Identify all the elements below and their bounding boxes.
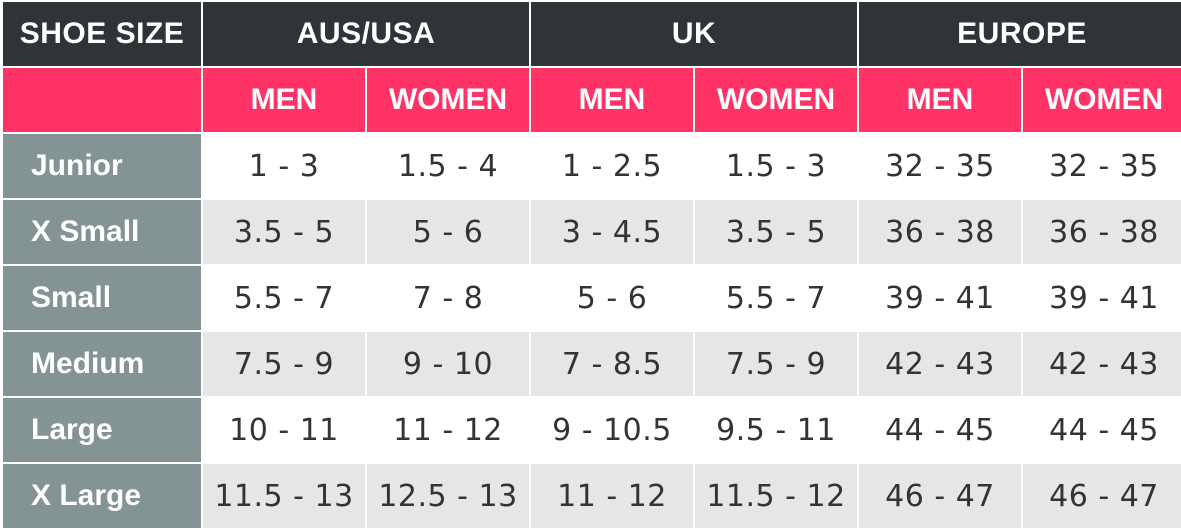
table-cell: 7.5 - 9 [203,332,365,396]
table-cell: 42 - 43 [859,332,1021,396]
table-cell: 9 - 10 [367,332,529,396]
table-cell: 11.5 - 12 [695,464,857,528]
table-cell: 36 - 38 [859,200,1021,264]
table-cell: 5 - 6 [531,266,693,330]
subheader-blank [3,68,201,132]
table-cell: 1.5 - 3 [695,134,857,198]
table-cell: 5 - 6 [367,200,529,264]
table-cell: 1 - 2.5 [531,134,693,198]
table-cell: 7.5 - 9 [695,332,857,396]
table-cell: 1.5 - 4 [367,134,529,198]
table-cell: 36 - 38 [1023,200,1181,264]
table-cell: 12.5 - 13 [367,464,529,528]
subheader-eu-women: WOMEN [1023,68,1181,132]
table-cell: 3 - 4.5 [531,200,693,264]
table-cell: 11 - 12 [531,464,693,528]
subheader-eu-men: MEN [859,68,1021,132]
table-cell: 46 - 47 [859,464,1021,528]
table-cell: 39 - 41 [859,266,1021,330]
table-cell: 9.5 - 11 [695,398,857,462]
table-cell: 11.5 - 13 [203,464,365,528]
header-shoe-size: SHOE SIZE [3,2,201,66]
row-label-medium: Medium [3,332,201,396]
table-cell: 39 - 41 [1023,266,1181,330]
subheader-aus-women: WOMEN [367,68,529,132]
header-aus-usa: AUS/USA [203,2,529,66]
table-cell: 11 - 12 [367,398,529,462]
table-cell: 42 - 43 [1023,332,1181,396]
row-label-x-small: X Small [3,200,201,264]
table-cell: 44 - 45 [1023,398,1181,462]
table-cell: 5.5 - 7 [203,266,365,330]
table-cell: 9 - 10.5 [531,398,693,462]
table-cell: 32 - 35 [1023,134,1181,198]
table-cell: 7 - 8.5 [531,332,693,396]
table-cell: 10 - 11 [203,398,365,462]
row-label-large: Large [3,398,201,462]
table-cell: 7 - 8 [367,266,529,330]
table-cell: 46 - 47 [1023,464,1181,528]
row-label-x-large: X Large [3,464,201,528]
table-cell: 44 - 45 [859,398,1021,462]
table-cell: 32 - 35 [859,134,1021,198]
subheader-uk-women: WOMEN [695,68,857,132]
subheader-aus-men: MEN [203,68,365,132]
subheader-uk-men: MEN [531,68,693,132]
header-europe: EUROPE [859,2,1181,66]
table-cell: 5.5 - 7 [695,266,857,330]
row-label-junior: Junior [3,134,201,198]
table-cell: 1 - 3 [203,134,365,198]
table-cell: 3.5 - 5 [203,200,365,264]
row-label-small: Small [3,266,201,330]
header-uk: UK [531,2,857,66]
table-cell: 3.5 - 5 [695,200,857,264]
